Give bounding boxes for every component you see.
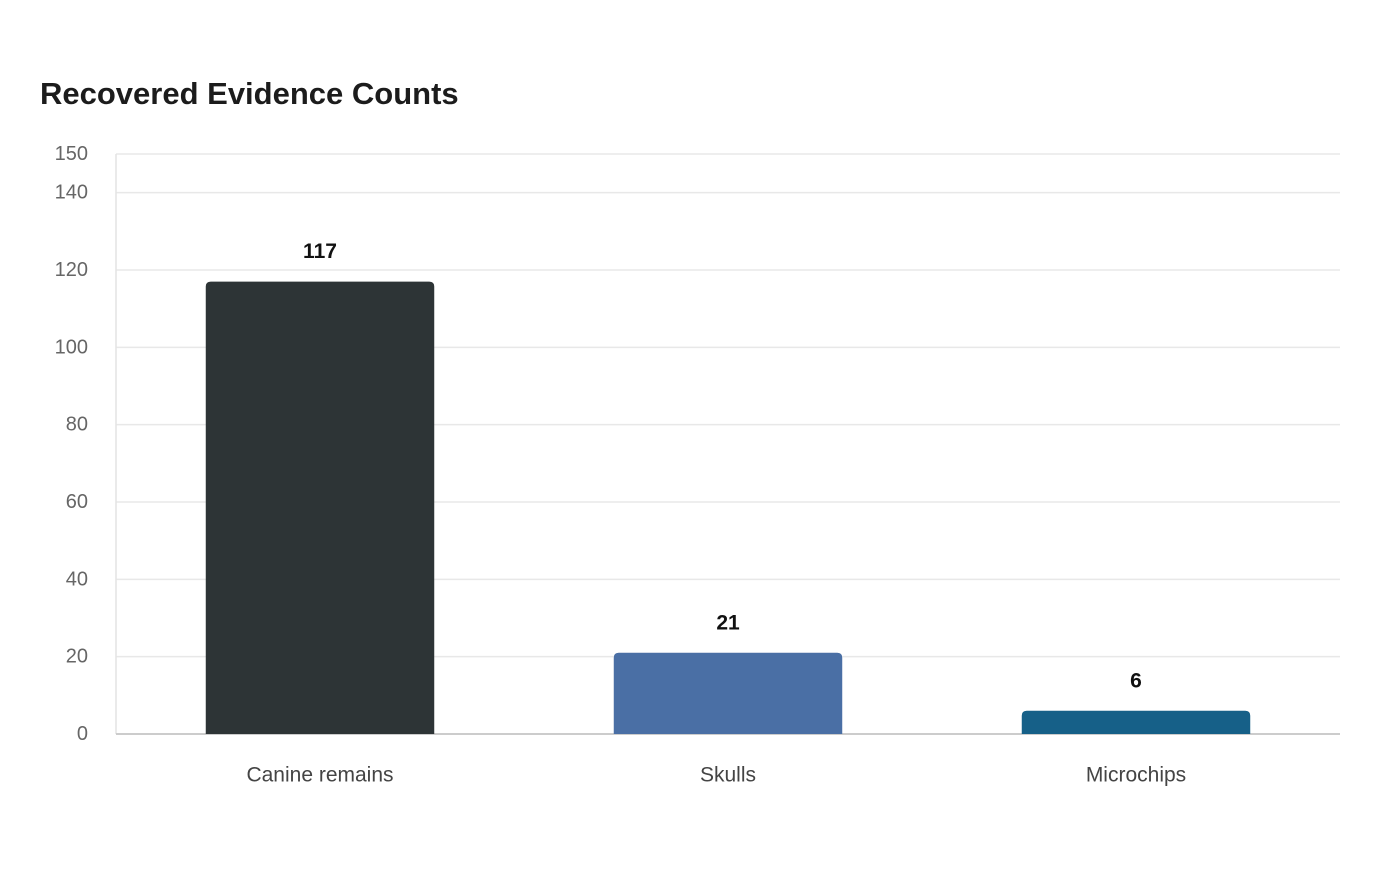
x-tick-label: Canine remains (246, 764, 393, 787)
y-tick-label: 60 (66, 491, 88, 513)
bar-canine-remains (205, 281, 435, 734)
x-tick-label: Skulls (700, 764, 756, 787)
data-label: 21 (716, 611, 740, 634)
bar-microchips (1021, 710, 1251, 734)
y-tick-label: 80 (66, 414, 88, 436)
chart-title: Recovered Evidence Counts (40, 76, 459, 111)
y-tick-label: 0 (77, 723, 88, 745)
y-tick-label: 140 (55, 182, 88, 204)
y-tick-label: 150 (55, 143, 88, 165)
y-tick-label: 120 (55, 259, 88, 281)
bar-skulls (613, 652, 843, 734)
x-tick-label: Microchips (1086, 764, 1186, 787)
data-label: 117 (303, 240, 337, 263)
y-tick-label: 100 (55, 336, 88, 358)
labels: 0 20 40 60 80 100 120 140 150 117 Canine remains 21… (55, 143, 1187, 787)
data-label: 6 (1130, 669, 1142, 692)
y-tick-label: 20 (66, 646, 88, 668)
bars (205, 281, 1251, 734)
y-tick-label: 40 (66, 568, 88, 590)
